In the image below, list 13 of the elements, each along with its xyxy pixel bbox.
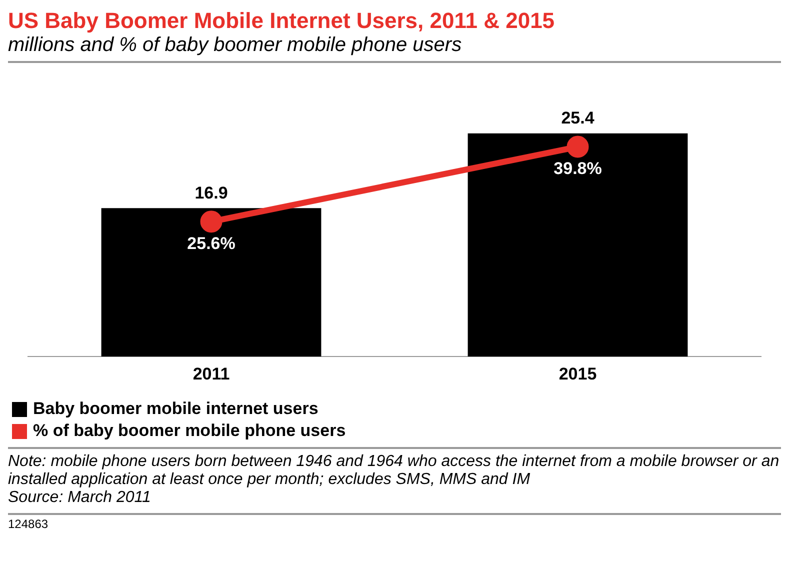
x-tick-label: 2015 (558, 364, 597, 384)
chart-subtitle: millions and % of baby boomer mobile phone users (8, 34, 781, 63)
text: Note: mobile phone users born between 1946 and 1964 who access the internet from a mobile browser or an installed application at least once per month; excludes SMS, MMS and IM (8, 453, 780, 489)
data-label: 25.6% (187, 234, 236, 253)
chart-title: US Baby Boomer Mobile Internet Users, 2011 & 2015 (8, 8, 556, 34)
data-label: 39.8% (554, 158, 602, 178)
legend-label: % of baby boomer mobile phone users (33, 421, 346, 441)
x-tick-label: 2011 (192, 364, 230, 384)
text: 124863 (8, 513, 781, 531)
data-label: 25.4 (561, 108, 595, 128)
data-label: 16.9 (194, 183, 228, 202)
source-note: Source: March 2011 (8, 489, 152, 507)
legend-label: Baby boomer mobile internet users (33, 399, 318, 419)
